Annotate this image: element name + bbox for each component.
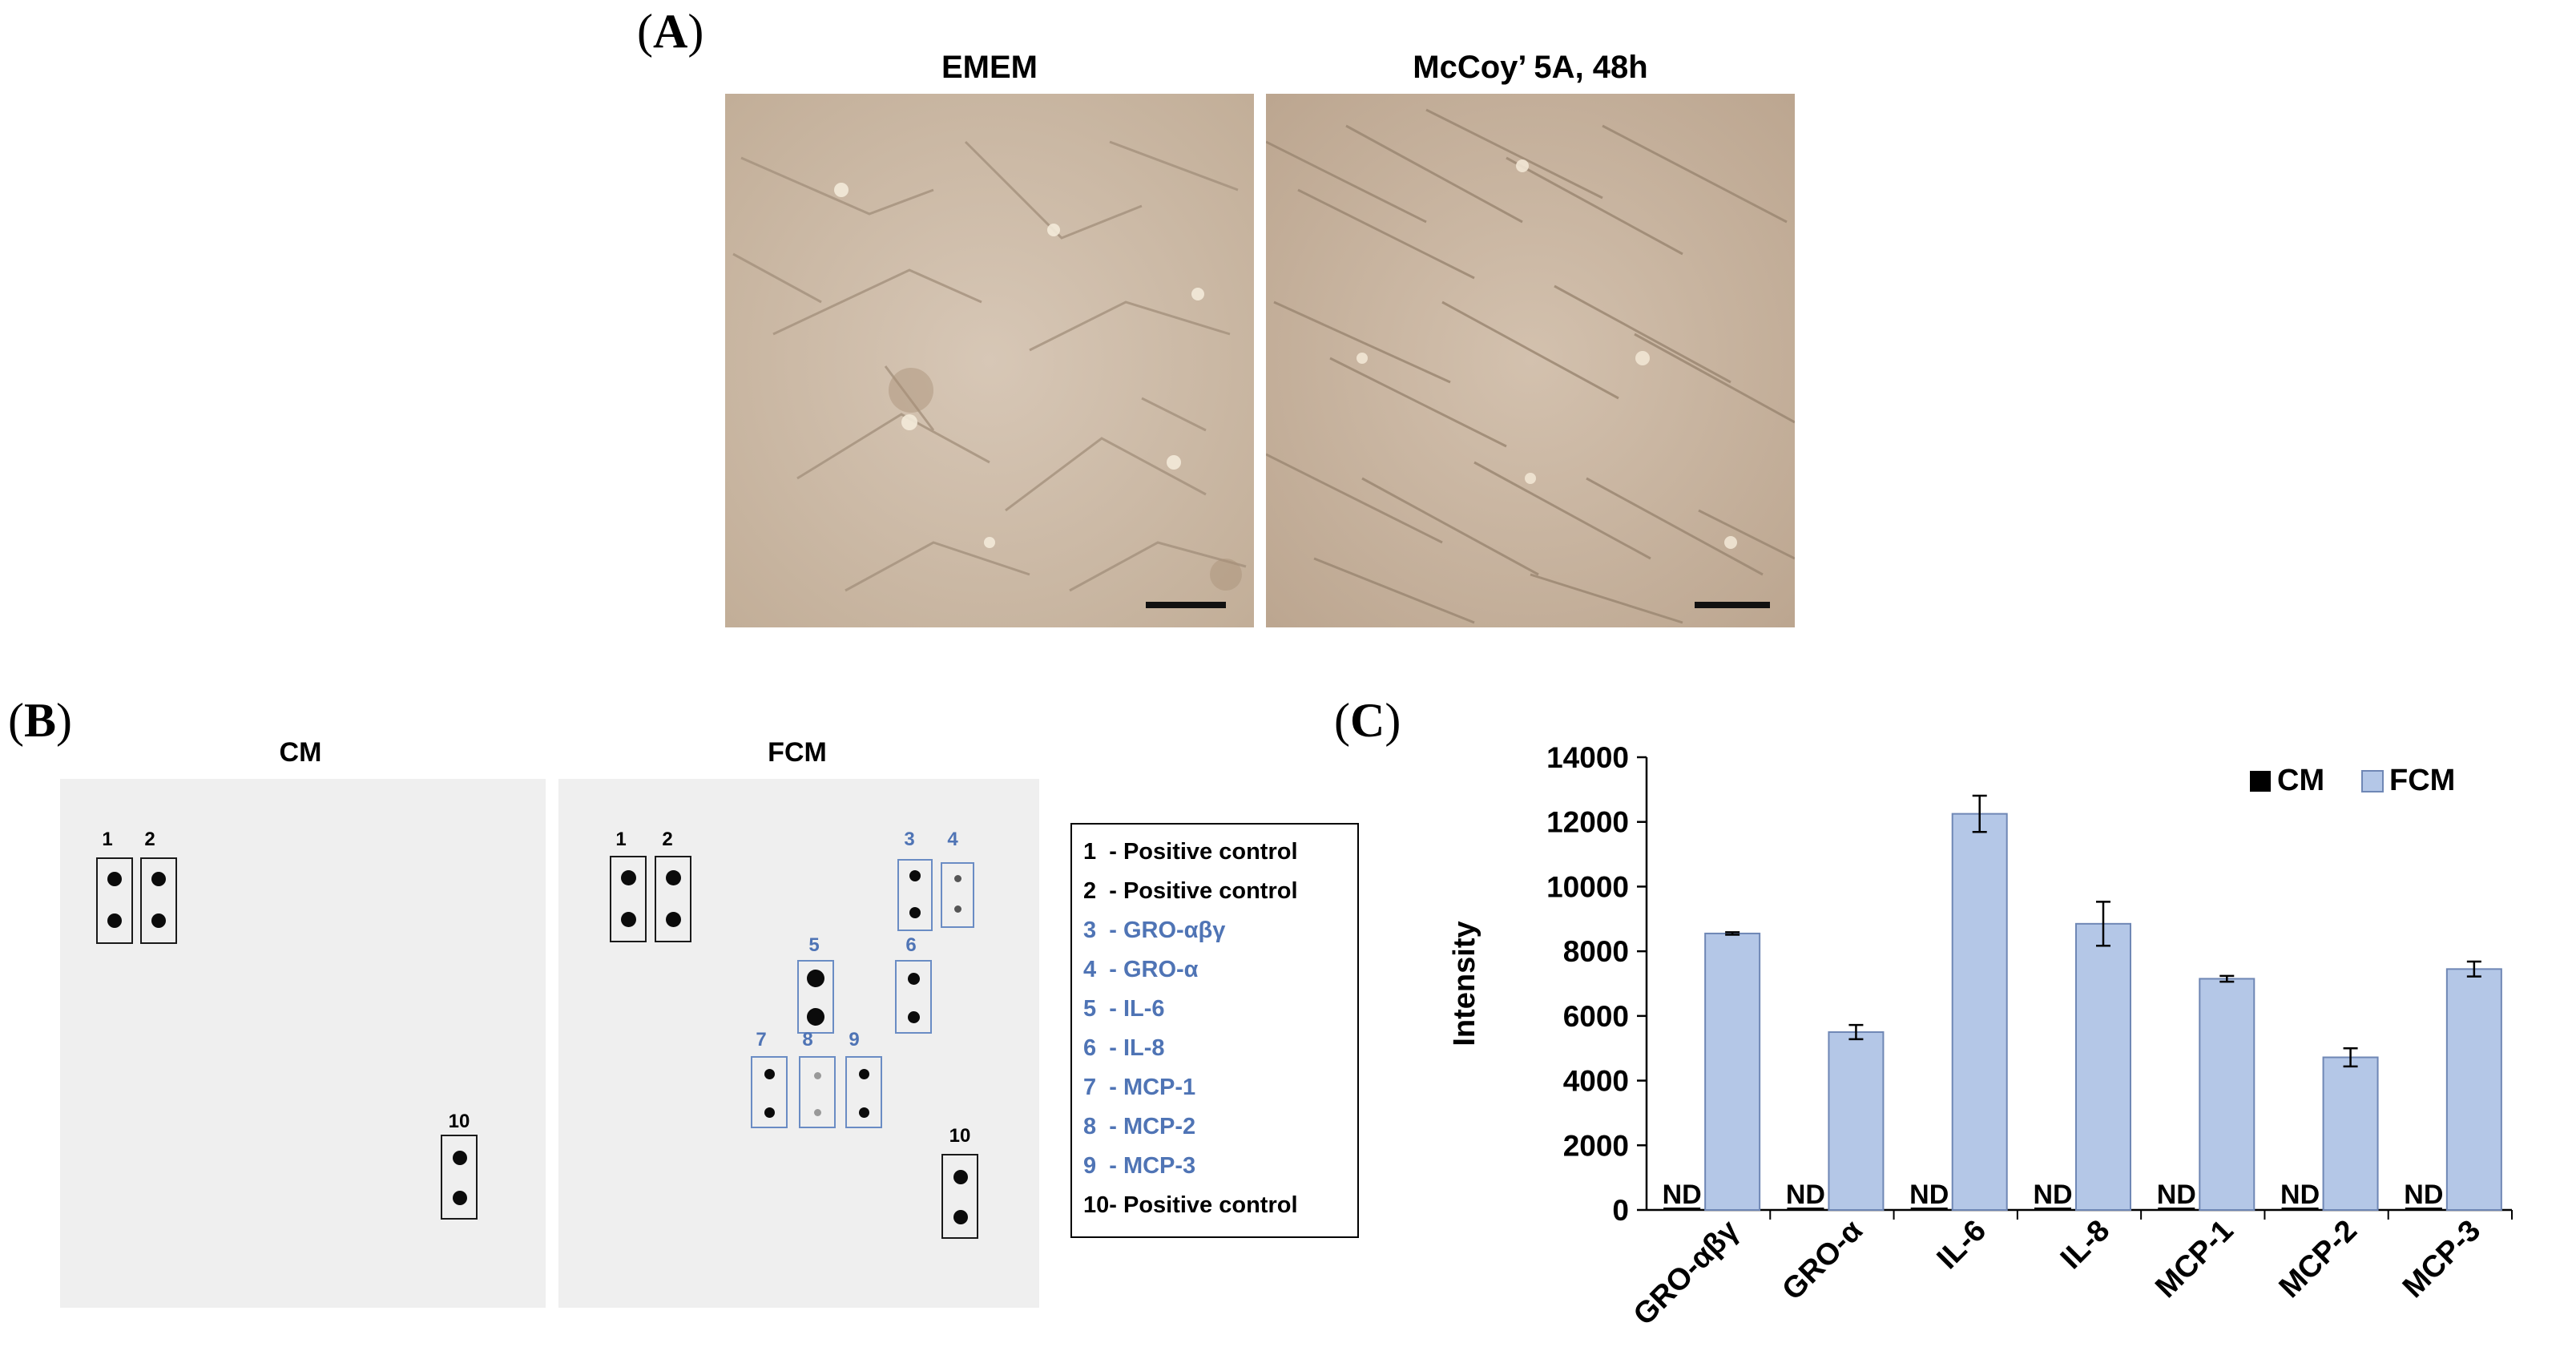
bar-cm (2034, 1208, 2071, 1210)
nd-label: ND (2157, 1180, 2196, 1210)
spot-box (96, 857, 133, 944)
legend-item: 6 - IL-8 (1083, 1035, 1165, 1061)
spot-label: 2 (662, 829, 673, 850)
spot-box (140, 857, 177, 944)
spot-box (751, 1056, 788, 1128)
legend-item: 5 - IL-6 (1083, 996, 1165, 1022)
nd-label: ND (2404, 1180, 2443, 1210)
bar-fcm (1951, 813, 2008, 1211)
legend-item: 9 - MCP-3 (1083, 1153, 1196, 1179)
spot-box (897, 859, 933, 931)
spot-label: 8 (802, 1029, 813, 1051)
spot-box (941, 1154, 978, 1239)
micrograph-emem (725, 94, 1254, 627)
membrane-legend: 1 - Positive control 2 - Positive control… (1070, 823, 1359, 1238)
legend-item: 10- Positive control (1083, 1192, 1298, 1218)
scale-bar-mccoy (1695, 602, 1770, 608)
x-tick-label: GRO-α (1776, 1214, 1869, 1307)
spot-box (845, 1056, 882, 1128)
spot-box (941, 862, 974, 928)
cytokine-bar-chart: 0 2000 4000 6000 8000 10000 12000 14000 Intensit… (1448, 741, 2513, 1333)
spot-label: 10 (448, 1111, 470, 1132)
y-tick-label: 6000 (1563, 1000, 1629, 1033)
y-tick-label: 8000 (1563, 935, 1629, 968)
x-tick-label: MCP-1 (2149, 1214, 2239, 1305)
spot-box (441, 1135, 478, 1220)
x-tick-label: MCP-3 (2397, 1214, 2487, 1305)
legend-swatch-cm (2250, 771, 2271, 792)
panel-c-label: (C) (1334, 694, 1401, 747)
spot-label: 4 (947, 829, 958, 850)
membrane-cm-title: CM (279, 737, 322, 768)
membrane-fcm: 1 2 3 4 5 6 7 8 9 10 (558, 779, 1039, 1308)
spot-label: 7 (756, 1029, 767, 1051)
bar-cm (2405, 1208, 2442, 1210)
y-tick-label: 0 (1612, 1194, 1629, 1227)
spot-box (895, 960, 932, 1034)
x-tick-label: GRO-αβγ (1627, 1214, 1746, 1333)
micrograph-emem-texture (725, 94, 1254, 627)
bar-fcm (2445, 968, 2502, 1211)
bar-fcm (2075, 922, 2131, 1211)
legend-label-fcm: FCM (2389, 764, 2455, 797)
nd-label: ND (1663, 1180, 1702, 1210)
spot-label: 6 (905, 934, 917, 956)
nd-label: ND (2280, 1180, 2320, 1210)
spot-box (799, 1056, 836, 1128)
spot-label: 10 (949, 1125, 971, 1147)
legend-item: 4 - GRO-α (1083, 957, 1199, 982)
legend-swatch-fcm (2361, 770, 2384, 792)
nd-label: ND (1786, 1180, 1825, 1210)
legend-item: 8 - MCP-2 (1083, 1114, 1196, 1139)
y-tick-label: 10000 (1546, 870, 1629, 903)
bar-cm (1663, 1208, 1701, 1210)
spot-box (797, 960, 834, 1034)
spot-box (610, 856, 647, 942)
x-tick-label: MCP-2 (2273, 1214, 2364, 1305)
bar-cm (1910, 1208, 1948, 1210)
spot-label: 1 (615, 829, 627, 850)
membrane-cm: 1 2 10 (60, 779, 546, 1308)
bar-fcm (1704, 932, 1761, 1211)
bar-cm (2281, 1208, 2319, 1210)
spot-label: 5 (808, 934, 820, 956)
bar-cm (2158, 1208, 2195, 1210)
panel-a-label: (A) (637, 5, 704, 58)
micrograph-mccoy-title: McCoy’ 5A, 48h (1413, 50, 1648, 85)
y-tick-label: 2000 (1563, 1129, 1629, 1162)
x-tick-label: IL-8 (2054, 1214, 2116, 1276)
membrane-fcm-title: FCM (768, 737, 827, 768)
legend-item: 1 - Positive control (1083, 839, 1298, 865)
micrograph-emem-title: EMEM (941, 50, 1038, 85)
y-tick-label: 12000 (1546, 806, 1629, 839)
scale-bar-emem (1146, 602, 1226, 608)
legend-item: 7 - MCP-1 (1083, 1075, 1196, 1100)
bar-cm (1787, 1208, 1824, 1210)
bar-fcm (2199, 978, 2256, 1211)
spot-box (655, 856, 691, 942)
panel-b-label: (B) (8, 694, 72, 747)
nd-label: ND (1909, 1180, 1949, 1210)
x-tick-label: IL-6 (1931, 1214, 1993, 1276)
y-tick-label: 14000 (1546, 741, 1629, 774)
y-tick-label: 4000 (1563, 1065, 1629, 1098)
micrograph-mccoy (1266, 94, 1795, 627)
spot-label: 3 (904, 829, 915, 850)
micrograph-mccoy-texture (1266, 94, 1795, 627)
y-axis-title: Intensity (1448, 921, 1482, 1046)
spot-label: 9 (849, 1029, 860, 1051)
bar-fcm (1828, 1031, 1885, 1211)
legend-list: 1 - Positive control 2 - Positive control… (1083, 833, 1357, 1225)
legend-label-cm: CM (2277, 764, 2324, 797)
legend-item: 2 - Positive control (1083, 878, 1298, 904)
spot-label: 1 (102, 829, 113, 850)
legend-item: 3 - GRO-αβγ (1083, 917, 1226, 943)
spot-label: 2 (144, 829, 155, 850)
nd-label: ND (2033, 1180, 2072, 1210)
bar-fcm (2322, 1056, 2379, 1211)
